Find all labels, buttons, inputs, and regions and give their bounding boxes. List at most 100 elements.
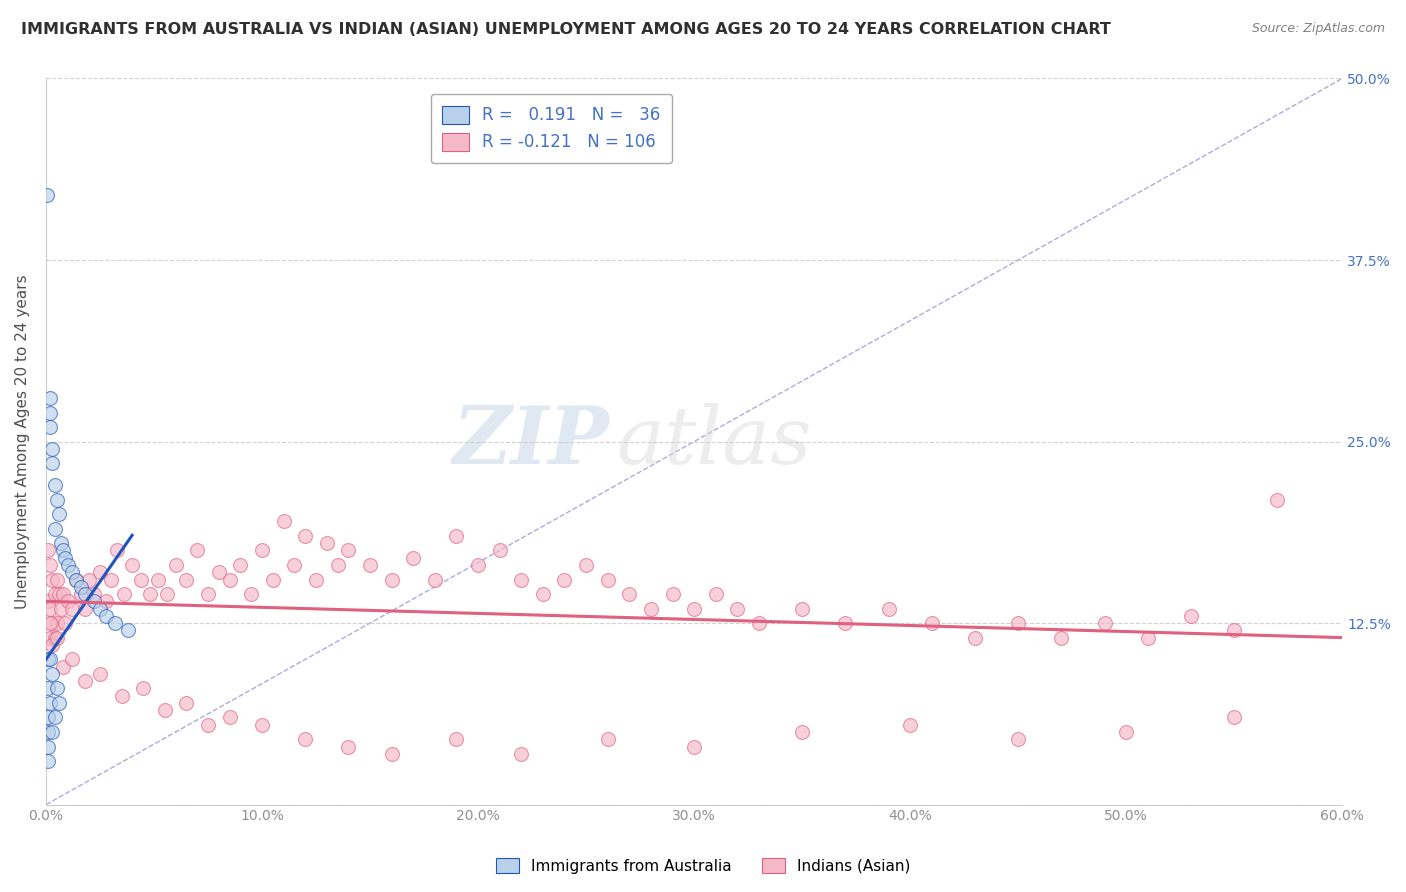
Point (39, 405, 62, 419)
Point (1007, 732, 1029, 747)
Point (52, 587, 75, 601)
Point (121, 558, 143, 572)
Point (283, 558, 305, 572)
Point (510, 573, 533, 587)
Point (39, 601, 62, 615)
Point (273, 515, 295, 529)
Point (1007, 616, 1029, 631)
Point (229, 558, 252, 572)
Point (165, 558, 187, 572)
Point (39, 696, 62, 710)
Point (704, 587, 727, 601)
Point (45, 616, 67, 631)
Point (56, 558, 79, 572)
Y-axis label: Unemployment Among Ages 20 to 24 years: Unemployment Among Ages 20 to 24 years (15, 274, 30, 609)
Point (112, 587, 135, 601)
Point (683, 601, 706, 615)
Point (381, 747, 404, 761)
Point (898, 717, 921, 731)
Point (41, 573, 63, 587)
Point (305, 573, 328, 587)
Point (69, 580, 91, 594)
Point (110, 689, 132, 703)
Text: atlas: atlas (616, 403, 811, 480)
Point (60, 566, 83, 580)
Point (39, 652, 62, 666)
Point (48, 507, 70, 521)
Point (337, 543, 360, 558)
Point (45, 492, 67, 507)
Point (250, 717, 273, 731)
Point (446, 529, 468, 543)
Point (45, 573, 67, 587)
Point (488, 543, 510, 558)
Point (1267, 492, 1289, 507)
Point (531, 587, 554, 601)
Point (44, 522, 66, 536)
Point (45, 681, 67, 696)
Point (1223, 624, 1246, 638)
Point (921, 616, 943, 631)
Point (96, 594, 118, 608)
Point (65, 573, 87, 587)
Point (446, 732, 468, 747)
Point (575, 558, 598, 572)
Point (1050, 631, 1073, 645)
Point (35, 187, 58, 202)
Point (1094, 616, 1116, 631)
Point (963, 631, 986, 645)
Point (52, 659, 75, 673)
Text: IMMIGRANTS FROM AUSTRALIA VS INDIAN (ASIAN) UNEMPLOYMENT AMONG AGES 20 TO 24 YEA: IMMIGRANTS FROM AUSTRALIA VS INDIAN (ASI… (21, 22, 1111, 37)
Point (510, 747, 533, 761)
Point (619, 587, 641, 601)
Point (44, 478, 66, 492)
Point (337, 739, 360, 754)
Point (41, 725, 63, 739)
Point (83, 594, 105, 608)
Point (73, 601, 96, 615)
Point (176, 573, 198, 587)
Point (73, 674, 96, 689)
Point (218, 573, 240, 587)
Point (240, 587, 263, 601)
Point (41, 616, 63, 631)
Point (60, 601, 83, 615)
Point (48, 587, 70, 601)
Point (877, 601, 900, 615)
Text: Source: ZipAtlas.com: Source: ZipAtlas.com (1251, 22, 1385, 36)
Point (596, 732, 619, 747)
Point (44, 587, 66, 601)
Point (156, 587, 179, 601)
Point (467, 558, 489, 572)
Point (218, 710, 240, 724)
Point (100, 573, 122, 587)
Point (294, 529, 316, 543)
Point (39, 391, 62, 405)
Point (262, 573, 284, 587)
Text: ZIP: ZIP (453, 403, 610, 480)
Point (132, 681, 155, 696)
Point (37, 725, 59, 739)
Point (792, 601, 814, 615)
Point (65, 573, 87, 587)
Point (1136, 631, 1159, 645)
Point (683, 739, 706, 754)
Point (423, 573, 446, 587)
Point (83, 587, 105, 601)
Point (37, 681, 59, 696)
Point (41, 456, 63, 470)
Point (294, 732, 316, 747)
Point (37, 739, 59, 754)
Point (77, 573, 100, 587)
Point (73, 587, 96, 601)
Point (89, 601, 111, 615)
Point (69, 587, 91, 601)
Point (153, 703, 176, 717)
Point (596, 573, 619, 587)
Point (792, 725, 814, 739)
Point (117, 624, 139, 638)
Point (37, 754, 59, 768)
Point (208, 566, 231, 580)
Point (55, 616, 77, 631)
Point (60, 652, 83, 666)
